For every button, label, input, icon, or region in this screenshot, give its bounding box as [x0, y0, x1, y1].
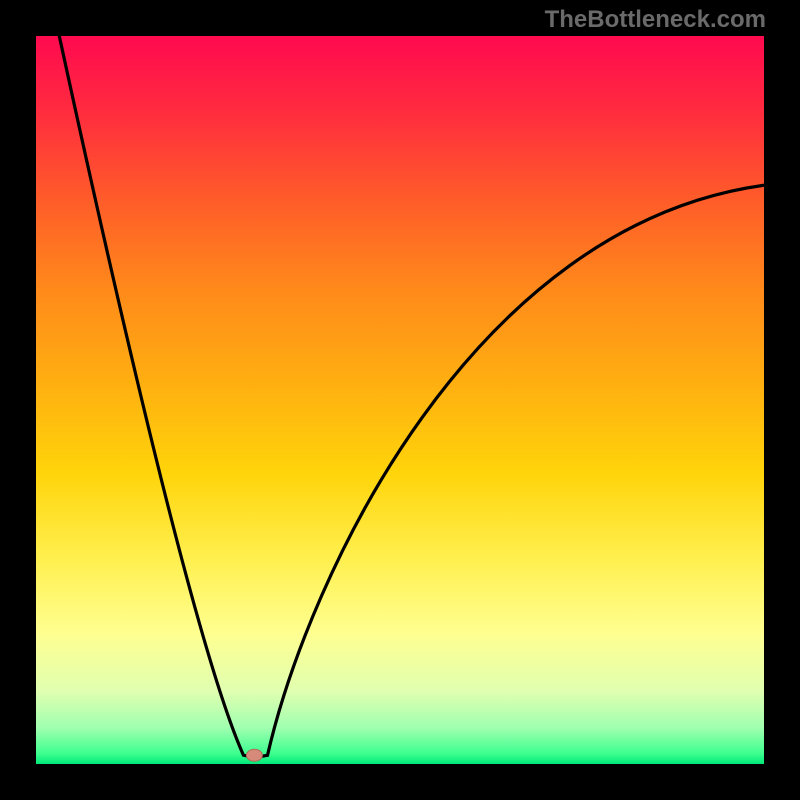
chart-frame: TheBottleneck.com — [0, 0, 800, 800]
plot-area — [36, 36, 764, 764]
curve-layer — [36, 36, 764, 764]
bottleneck-curve — [59, 36, 764, 757]
watermark-text: TheBottleneck.com — [545, 6, 766, 34]
optimal-point-marker — [246, 749, 262, 761]
